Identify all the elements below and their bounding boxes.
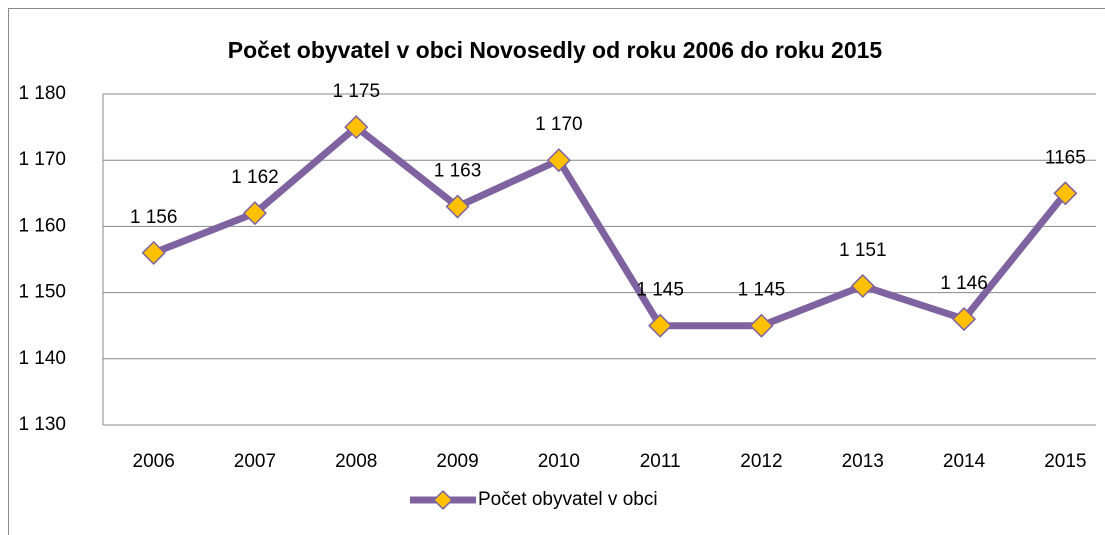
data-label: 1 145: [636, 280, 684, 301]
y-tick-label: 1 150: [18, 282, 66, 303]
x-tick-label: 2011: [640, 451, 681, 472]
x-tick-label: 2006: [133, 451, 175, 472]
series-line: [152, 123, 1069, 330]
x-tick-label: 2008: [335, 451, 377, 472]
data-label: 1 163: [434, 161, 482, 182]
x-tick-label: 2013: [842, 451, 884, 472]
x-tick-label: 2014: [943, 451, 986, 472]
legend-marker: [432, 489, 454, 511]
marker: [749, 313, 774, 338]
y-tick-label: 1 130: [18, 414, 66, 435]
data-label: 1 162: [231, 167, 279, 188]
data-label: 1 175: [332, 81, 380, 102]
data-label: 1 145: [738, 280, 786, 301]
x-tick-label: 2007: [234, 451, 276, 472]
x-tick-label: 2010: [538, 451, 580, 472]
x-tick-label: 2009: [436, 451, 478, 472]
chart-title: Počet obyvatel v obci Novosedly od roku …: [228, 37, 883, 63]
marker: [445, 194, 470, 219]
marker: [141, 240, 166, 265]
x-tick-label: 2012: [740, 451, 782, 472]
y-tick-label: 1 170: [18, 149, 66, 170]
legend-label: Počet obyvatel v obci: [478, 489, 658, 510]
data-label: 1 151: [839, 240, 887, 261]
chart-border: [8, 8, 1105, 535]
data-label: 1 156: [130, 207, 178, 228]
y-tick-label: 1 160: [18, 215, 66, 236]
data-label: 1165: [1045, 147, 1086, 168]
marker: [850, 273, 875, 299]
data-label: 1 146: [940, 273, 988, 294]
marker: [1053, 181, 1078, 206]
x-tick-label: 2015: [1044, 451, 1086, 472]
data-label: 1 170: [535, 114, 583, 135]
marker: [546, 148, 571, 173]
y-tick-label: 1 180: [18, 83, 66, 104]
y-tick-label: 1 140: [18, 348, 66, 369]
marker: [648, 313, 673, 338]
marker: [344, 115, 369, 140]
marker: [242, 201, 268, 226]
marker: [951, 307, 977, 332]
